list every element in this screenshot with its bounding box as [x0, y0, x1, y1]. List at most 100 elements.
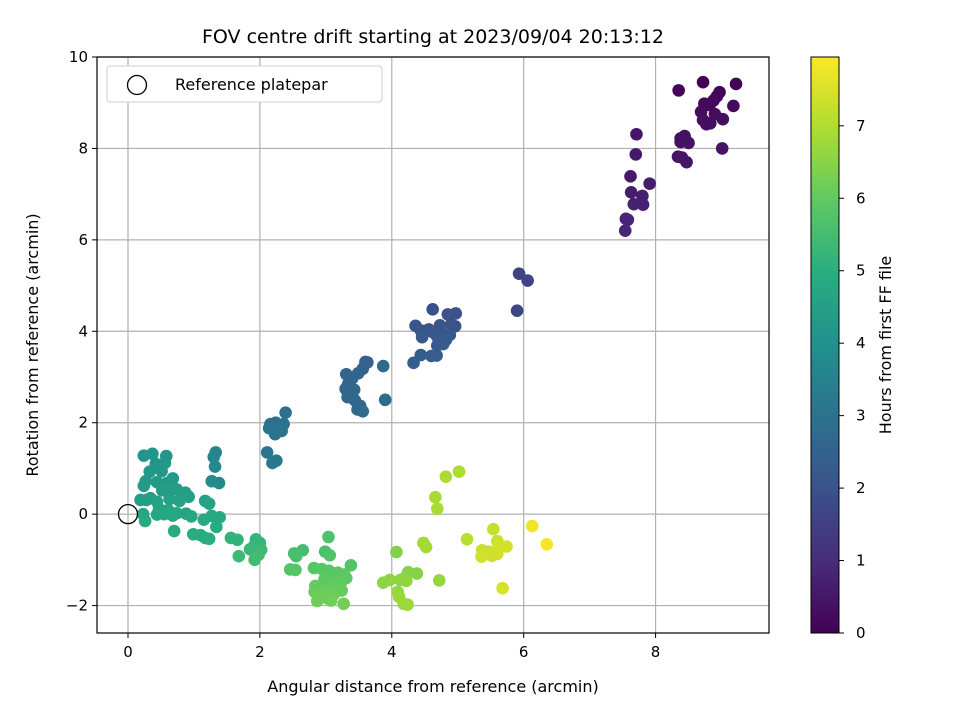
data-point — [500, 540, 513, 553]
data-point — [415, 330, 429, 344]
data-point — [137, 479, 151, 493]
data-point — [324, 594, 338, 607]
data-point — [410, 567, 424, 580]
colorbar: 0 1 2 3 4 5 6 7 Hours from first FF file — [810, 56, 895, 642]
colorbar-tick-label: 3 — [856, 407, 866, 425]
data-point — [629, 148, 643, 161]
data-point — [525, 519, 539, 533]
y-axis-ticks: −2 0 2 4 6 8 10 — [66, 48, 97, 615]
data-point — [155, 484, 169, 497]
data-point — [232, 549, 246, 563]
colorbar-ticks: 0 1 2 3 4 5 6 7 — [839, 117, 866, 642]
y-tick-label: 4 — [78, 322, 88, 340]
data-point — [167, 524, 181, 538]
data-point — [643, 177, 656, 190]
data-point — [441, 308, 455, 321]
colorbar-tick-label: 7 — [856, 117, 866, 135]
data-point — [716, 112, 730, 126]
data-point — [429, 490, 442, 504]
data-point — [401, 598, 414, 611]
data-point — [138, 514, 152, 528]
data-point — [729, 77, 743, 91]
y-tick-label: 6 — [78, 231, 88, 249]
data-point — [208, 460, 222, 473]
data-point — [279, 406, 292, 419]
data-point — [185, 510, 198, 523]
data-point — [624, 186, 638, 199]
data-point — [260, 446, 274, 459]
data-point — [344, 559, 358, 572]
data-point — [383, 573, 397, 587]
data-point — [680, 155, 693, 169]
data-point — [322, 530, 335, 544]
reference-platepar-marker — [117, 503, 139, 525]
data-point — [205, 474, 219, 488]
data-point — [390, 545, 403, 559]
legend: Reference platepar — [106, 65, 383, 103]
y-tick-label: −2 — [66, 597, 88, 615]
data-point — [432, 574, 446, 587]
y-tick-label: 2 — [78, 414, 88, 432]
legend-box — [106, 65, 383, 103]
data-point — [289, 563, 302, 577]
data-points — [117, 75, 743, 611]
chart-title: FOV centre drift starting at 2023/09/04 … — [202, 26, 664, 48]
data-point — [166, 509, 180, 522]
data-point — [140, 493, 153, 507]
data-point — [202, 497, 216, 510]
colorbar-tick-label: 6 — [856, 189, 866, 207]
legend-label: Reference platepar — [175, 75, 328, 94]
data-point — [715, 142, 729, 155]
data-point — [430, 502, 444, 515]
data-point — [727, 99, 740, 113]
y-axis-label: Rotation from reference (arcmin) — [23, 213, 42, 476]
data-point — [376, 359, 390, 373]
colorbar-tick-label: 5 — [856, 262, 866, 280]
x-tick-label: 6 — [519, 643, 529, 661]
data-point — [310, 594, 324, 608]
data-point — [439, 470, 453, 483]
data-point — [155, 464, 168, 478]
colorbar-label: Hours from first FF file — [876, 256, 895, 435]
legend-marker-circle — [126, 74, 148, 96]
data-point — [624, 170, 637, 183]
colorbar-tick-label: 2 — [856, 479, 866, 497]
x-axis-ticks: 0 2 4 6 8 — [123, 633, 660, 661]
data-point — [378, 393, 392, 407]
data-point — [163, 492, 176, 506]
data-point — [475, 550, 488, 563]
data-point — [173, 494, 186, 508]
data-point — [143, 465, 157, 478]
x-tick-label: 8 — [651, 643, 661, 661]
plot-frame — [96, 56, 770, 634]
data-point — [682, 136, 695, 150]
data-point — [521, 274, 534, 287]
data-point — [248, 553, 261, 567]
data-point — [452, 465, 466, 478]
data-point — [210, 520, 223, 534]
data-point — [540, 538, 554, 551]
data-point — [337, 597, 350, 611]
x-tick-label: 0 — [123, 643, 133, 661]
colorbar-tick-label: 0 — [856, 624, 866, 642]
data-point — [399, 574, 413, 588]
data-point — [137, 449, 151, 462]
data-point — [426, 303, 439, 316]
data-point — [672, 84, 685, 97]
colorbar-tick-label: 1 — [856, 552, 866, 570]
data-point — [231, 533, 244, 547]
data-point — [621, 213, 635, 227]
data-point — [202, 532, 216, 546]
data-point — [407, 356, 420, 370]
y-tick-label: 8 — [78, 139, 88, 157]
data-point — [618, 224, 632, 238]
data-point — [630, 127, 643, 141]
data-point — [496, 581, 509, 595]
data-point — [430, 349, 443, 362]
y-tick-label: 10 — [69, 48, 88, 66]
data-point — [636, 198, 650, 211]
data-point — [207, 450, 221, 464]
data-point — [356, 404, 370, 418]
data-point — [197, 513, 211, 526]
data-point — [696, 75, 710, 89]
